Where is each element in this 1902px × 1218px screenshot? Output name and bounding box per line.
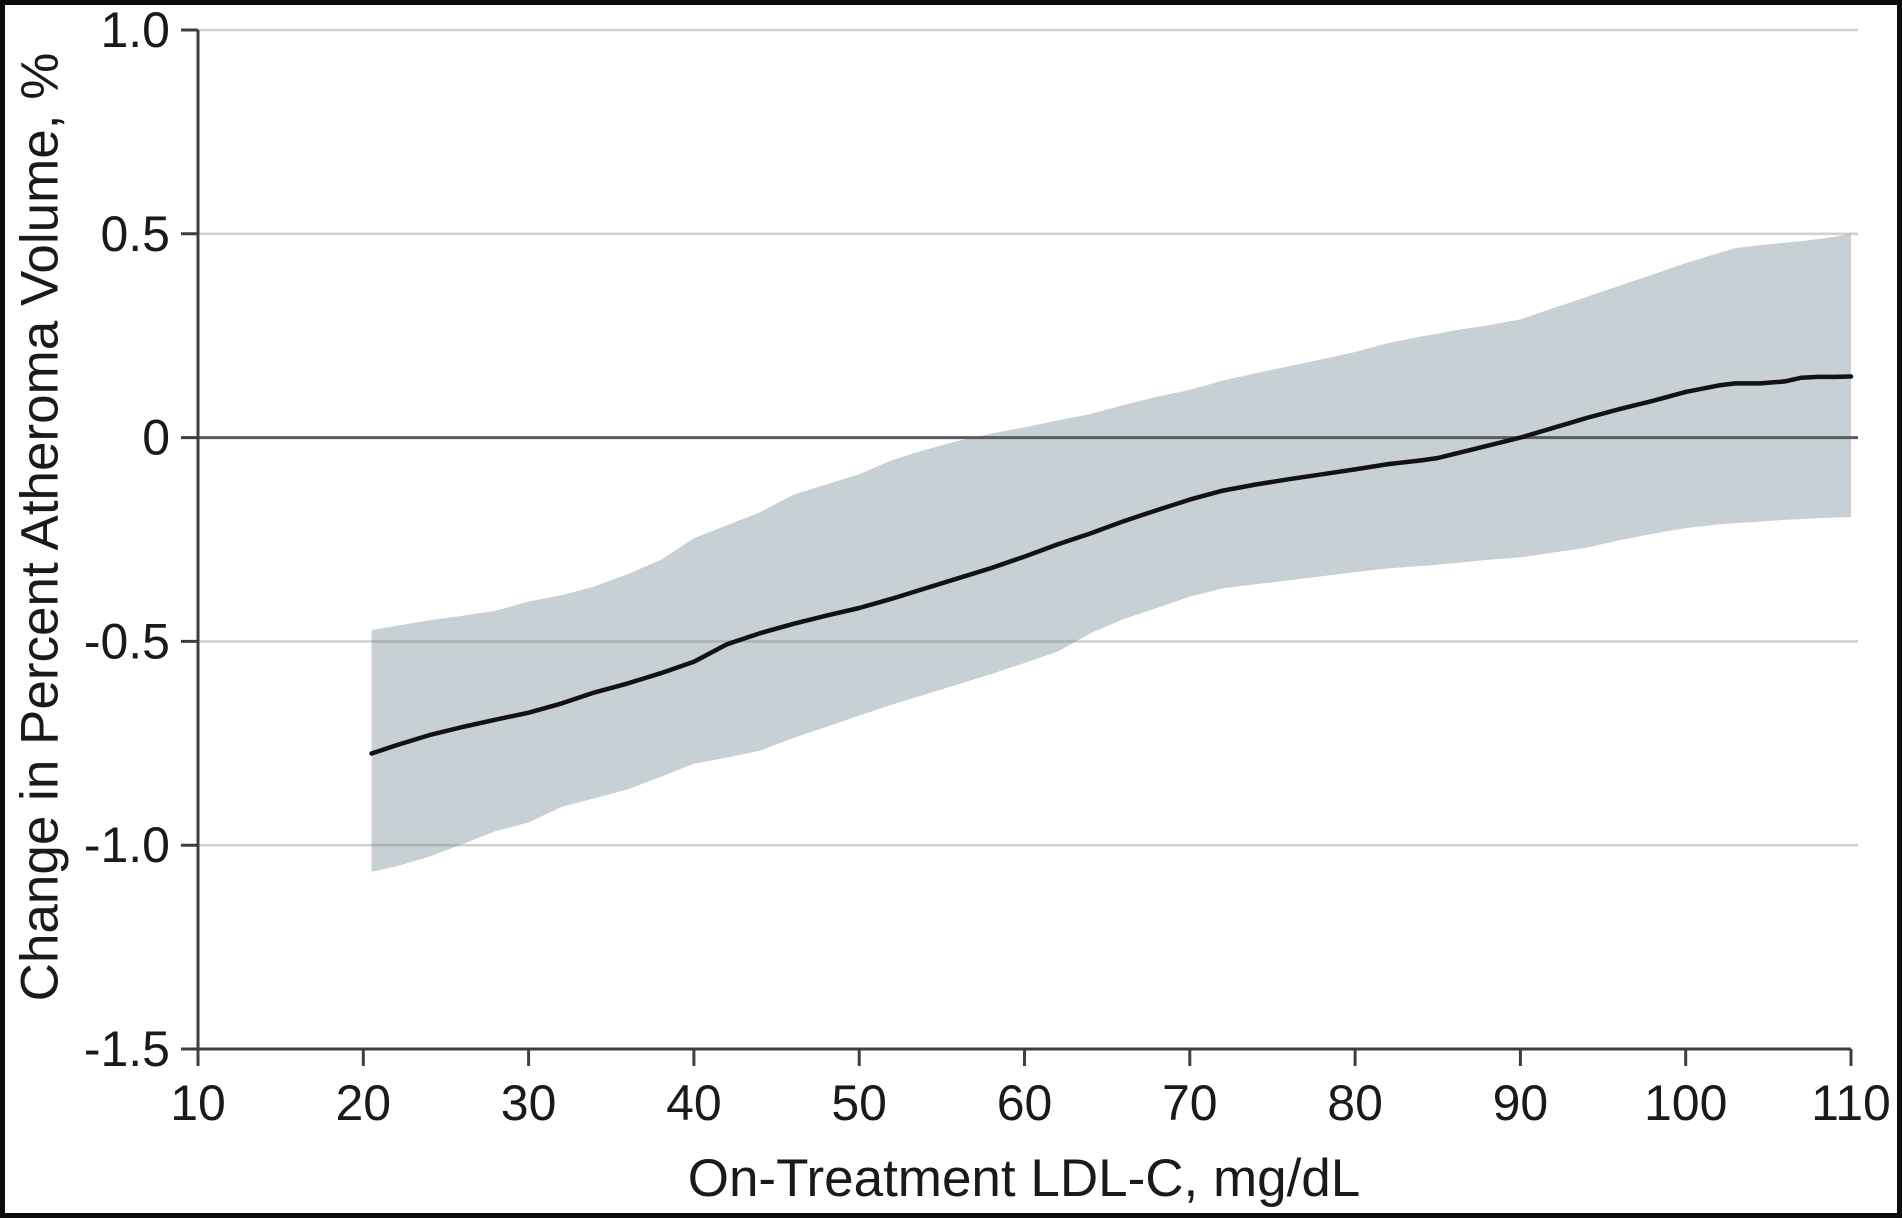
y-tick-label: -1.5 [84,1021,170,1077]
y-tick-label: 1.0 [100,2,170,58]
confidence-band [371,233,1852,872]
y-tick-label: 0.5 [100,206,170,262]
x-tick-label: 50 [831,1075,887,1131]
x-tick-label: 100 [1644,1075,1727,1131]
y-axis-title: Change in Percent Atheroma Volume, % [11,53,70,1002]
x-tick-label: 30 [501,1075,557,1131]
trend-line-layer [369,374,1854,756]
tick-label-layer: 1.0 0.5 0 -0.5 -1.0 -1.510 20 30 40 50 60 70 80 90 100… [84,2,1891,1131]
x-axis-title: On-Treatment LDL-C, mg/dL [688,1149,1361,1208]
x-tick-label: 110 [1811,1075,1891,1131]
axis-layer [181,28,1853,1066]
y-tick-label: 0 [142,410,170,466]
gridline-layer [198,28,1858,847]
x-tick-label: 40 [666,1075,722,1131]
x-tick-label: 80 [1327,1075,1383,1131]
y-tick-label: -1.0 [84,817,170,873]
trend-line [369,374,1854,756]
x-tick-label: 70 [1162,1075,1218,1131]
y-tick-label: -0.5 [84,613,170,669]
x-tick-label: 20 [335,1075,391,1131]
x-tick-label: 10 [170,1075,226,1131]
x-tick-label: 90 [1493,1075,1549,1131]
confidence-band-layer [371,233,1852,872]
x-tick-label: 60 [997,1075,1053,1131]
